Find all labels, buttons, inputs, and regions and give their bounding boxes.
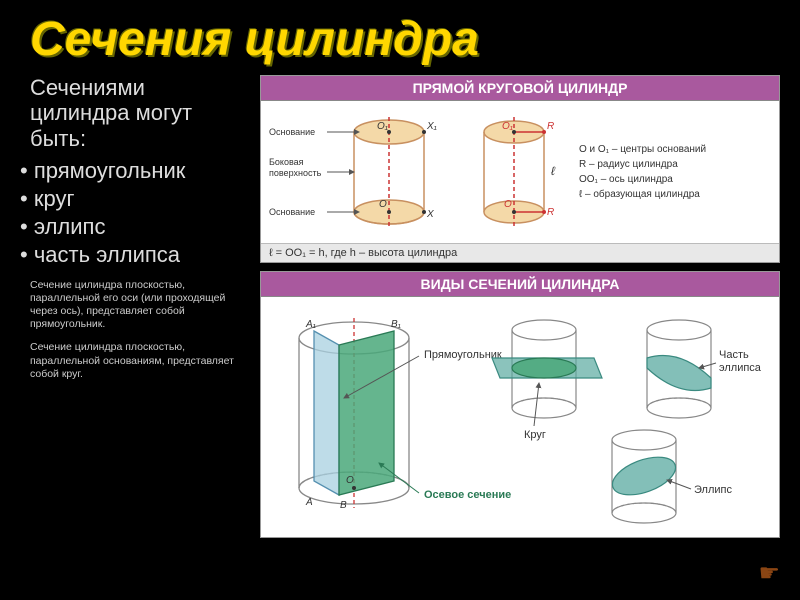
- intro-text: Сечениями цилиндра могут быть:: [20, 75, 245, 151]
- cylinder-diagram-1: O₁ O X₁ X Основание Боковая поверхность …: [269, 107, 459, 237]
- panel2-body: O A₁ B₁ A B Прямоугольник Осевое сечение: [261, 297, 779, 537]
- svg-text:Основание: Основание: [269, 127, 315, 137]
- svg-text:Прямоугольник: Прямоугольник: [424, 349, 502, 361]
- paragraph-2: Сечение цилиндра плоскостью, параллельно…: [20, 341, 245, 380]
- svg-text:ℓ: ℓ: [551, 164, 556, 178]
- bullet-item: эллипс: [20, 213, 245, 241]
- left-column: Сечениями цилиндра могут быть: прямоугол…: [20, 75, 245, 546]
- content-area: Сечениями цилиндра могут быть: прямоугол…: [0, 75, 800, 546]
- pointing-hand-icon: ☛: [758, 559, 780, 588]
- panel-straight-cylinder: ПРЯМОЙ КРУГОВОЙ ЦИЛИНДР: [260, 75, 780, 263]
- svg-text:O₁: O₁: [377, 121, 388, 132]
- svg-text:Круг: Круг: [524, 429, 546, 441]
- svg-text:O: O: [504, 199, 512, 210]
- paragraph-1: Сечение цилиндра плоскостью, параллельно…: [20, 279, 245, 332]
- svg-text:R: R: [547, 121, 554, 132]
- sections-diagram: O A₁ B₁ A B Прямоугольник Осевое сечение: [269, 303, 764, 528]
- svg-text:B: B: [340, 500, 347, 511]
- svg-text:эллипса: эллипса: [719, 362, 762, 374]
- panel1-formula: ℓ = OO₁ = h, где h – высота цилиндра: [261, 243, 779, 262]
- svg-text:O: O: [379, 199, 387, 210]
- legend-centers: O и O₁ – центры оснований: [579, 142, 706, 157]
- bullet-item: круг: [20, 185, 245, 213]
- bullet-item: часть эллипса: [20, 241, 245, 269]
- svg-text:Основание: Основание: [269, 207, 315, 217]
- svg-text:A₁: A₁: [305, 319, 316, 330]
- panel1-legend: O и O₁ – центры оснований R – радиус цил…: [579, 142, 706, 202]
- panel-sections: ВИДЫ СЕЧЕНИЙ ЦИЛИНДРА: [260, 271, 780, 538]
- legend-radius: R – радиус цилиндра: [579, 157, 706, 172]
- legend-axis: OO₁ – ось цилиндра: [579, 172, 706, 187]
- svg-text:Эллипс: Эллипс: [694, 484, 732, 496]
- svg-text:X₁: X₁: [426, 121, 437, 132]
- svg-text:B₁: B₁: [391, 319, 401, 330]
- cylinder-diagram-2: O₁ O R R ℓ: [469, 107, 569, 237]
- svg-text:Осевое сечение: Осевое сечение: [424, 489, 511, 501]
- svg-text:O: O: [346, 475, 354, 486]
- panel1-body: O₁ O X₁ X Основание Боковая поверхность …: [261, 101, 779, 243]
- svg-text:Часть: Часть: [719, 349, 749, 361]
- panel1-header: ПРЯМОЙ КРУГОВОЙ ЦИЛИНДР: [261, 76, 779, 101]
- panel2-header: ВИДЫ СЕЧЕНИЙ ЦИЛИНДРА: [261, 272, 779, 297]
- svg-text:O₁: O₁: [502, 121, 513, 132]
- svg-text:R: R: [547, 207, 554, 218]
- page-title: Сечения цилиндра: [0, 0, 800, 75]
- legend-gen: ℓ – образующая цилиндра: [579, 187, 706, 202]
- right-column: ПРЯМОЙ КРУГОВОЙ ЦИЛИНДР: [260, 75, 780, 546]
- bullet-list: прямоугольник круг эллипс часть эллипса: [20, 157, 245, 269]
- bullet-item: прямоугольник: [20, 157, 245, 185]
- svg-text:Боковая: Боковая: [269, 157, 304, 167]
- svg-text:поверхность: поверхность: [269, 168, 322, 178]
- svg-text:X: X: [426, 209, 434, 220]
- svg-text:A: A: [305, 497, 313, 508]
